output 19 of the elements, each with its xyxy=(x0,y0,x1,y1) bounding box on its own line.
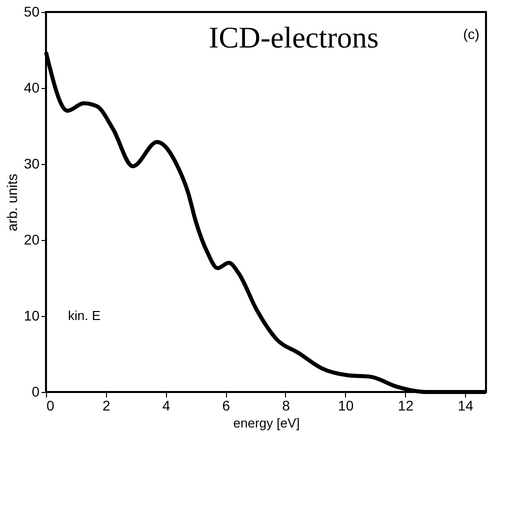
annotation: (c) xyxy=(463,26,480,42)
x-tick-label: 14 xyxy=(458,398,474,414)
x-tick-label: 4 xyxy=(162,398,170,414)
y-tick-label: 20 xyxy=(24,232,40,248)
x-tick-label: 8 xyxy=(282,398,290,414)
y-tick-label: 10 xyxy=(24,308,40,324)
x-tick-label: 0 xyxy=(46,398,54,414)
x-axis-title: energy [eV] xyxy=(233,416,300,430)
x-tick-label: 10 xyxy=(338,398,354,414)
y-axis-title: arb. units xyxy=(4,174,20,232)
y-tick-label: 0 xyxy=(32,384,40,400)
annotation: ICD-electrons xyxy=(208,22,379,55)
y-tick-label: 50 xyxy=(24,4,40,20)
x-tick-label: 2 xyxy=(102,398,110,414)
x-tick-label: 12 xyxy=(398,398,414,414)
x-tick-label: 6 xyxy=(222,398,230,414)
annotation: kin. E xyxy=(68,308,101,323)
y-tick-label: 30 xyxy=(24,156,40,172)
y-tick-label: 40 xyxy=(24,80,40,96)
